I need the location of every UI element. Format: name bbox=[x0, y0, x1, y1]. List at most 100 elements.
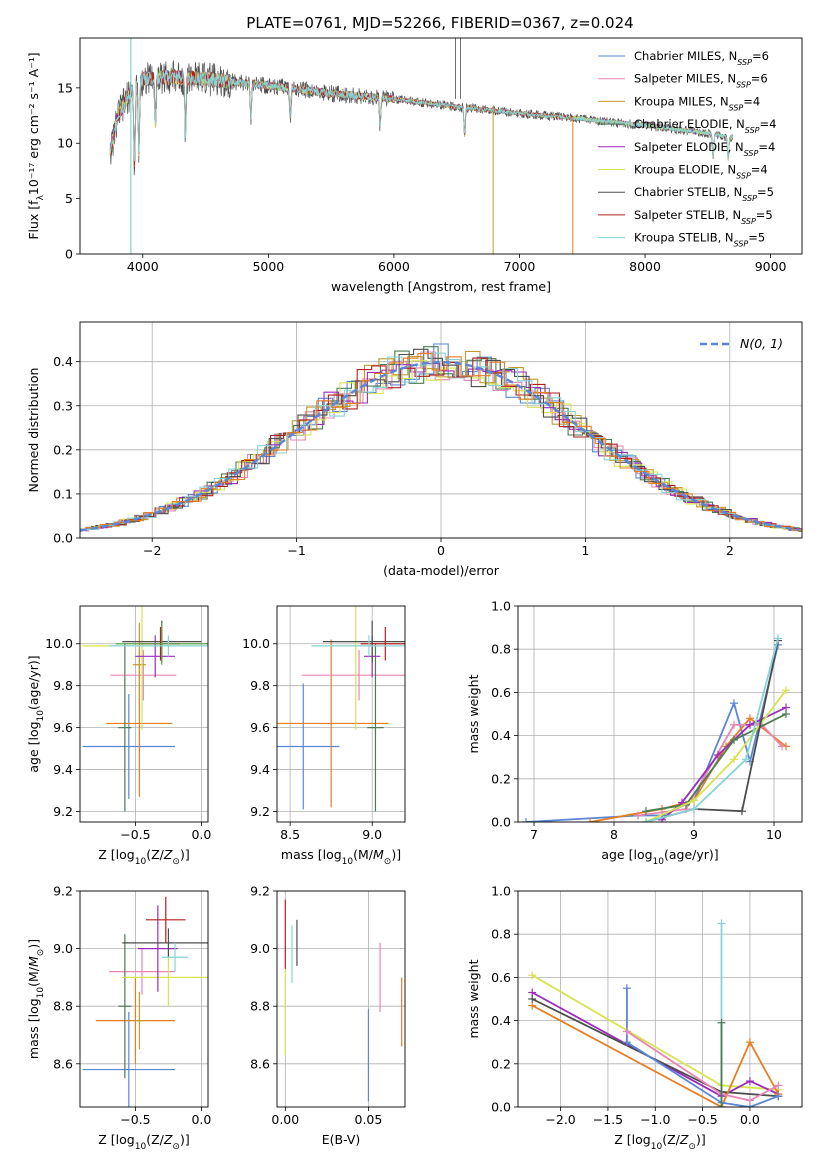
y-tick-label: 15 bbox=[57, 80, 73, 95]
x-axis-label: Z [log10(Z/Z⊙)] bbox=[98, 1132, 189, 1152]
y-tick-label: 9.4 bbox=[250, 762, 270, 777]
errorbar-salpeter-miles-2 bbox=[301, 650, 405, 701]
plot-area bbox=[284, 899, 403, 1102]
x-tick-label: −1.0 bbox=[640, 1112, 670, 1127]
label-part: 10 bbox=[653, 857, 665, 867]
panel-age-vs-Z: −0.5 0.09.29.49.69.810.0Z [log10(Z/Z⊙)]ag… bbox=[26, 605, 211, 867]
errorbar-salpeter-elodie-6 bbox=[138, 905, 178, 992]
weight-marker-salpeter-elodie-3 bbox=[746, 720, 754, 729]
y-tick-label: 0.4 bbox=[491, 1013, 511, 1028]
residuals-plot: −2 −1 0 1 2 0.0 0.1 0.2 0.3 0.4 (data-model)/error… bbox=[26, 321, 803, 578]
weight-marker-kroupa-elodie-2 bbox=[730, 755, 738, 764]
panel-age-vs-mass: 8.5 9.0 9.2 9.4 9.6 9.8 10.0 mass [log10(M/M⊙)] bbox=[242, 605, 406, 867]
errorbar-kroupa-miles-4 bbox=[132, 622, 146, 707]
y-axis-label: Normed distribution bbox=[26, 368, 41, 493]
errorbar-kroupa-elodie-5 bbox=[122, 948, 208, 1007]
weight-marker-chabrier-elodie-3 bbox=[782, 710, 790, 718]
y-tick-label: 9.2 bbox=[250, 804, 270, 819]
x-axis-label: age [log10(age/yr)] bbox=[601, 847, 718, 867]
x-tick-label: 9000 bbox=[755, 259, 787, 274]
y-tick-label: 1.0 bbox=[491, 884, 511, 899]
label-part: Z [ bbox=[98, 1132, 115, 1147]
label-part: log bbox=[323, 847, 342, 862]
label-part: log bbox=[116, 1132, 135, 1147]
label-part: (Z/ bbox=[662, 1132, 680, 1147]
legend-suffix: =6 bbox=[751, 72, 768, 86]
legend-suffix: =5 bbox=[748, 231, 765, 245]
legend-text: Chabrier MILES, N bbox=[634, 49, 737, 63]
histogram-salpeter-stelib bbox=[80, 357, 802, 531]
legend-label-kroupa-miles: Kroupa MILES, NSSP=4 bbox=[634, 94, 760, 112]
label-part: Flux [ bbox=[26, 205, 41, 240]
legend-sub: SSP bbox=[742, 194, 757, 203]
x-tick-label: 0.0 bbox=[740, 1112, 760, 1127]
label-part: λ bbox=[36, 194, 46, 200]
legend-label-salpeter-stelib: Salpeter STELIB, NSSP=5 bbox=[634, 208, 773, 226]
x-tick-label: 2 bbox=[726, 543, 734, 558]
errorbar-chabrier-elodie-3 bbox=[367, 643, 384, 812]
age-vs-Z-plot: −0.5 0.09.29.49.69.810.0Z [log10(Z/Z⊙)]ag… bbox=[26, 605, 211, 867]
weight-marker-salpeter-miles-0 bbox=[634, 811, 642, 820]
weight-marker-chabrier-elodie-0 bbox=[642, 807, 650, 816]
y-tick-label: 9.0 bbox=[250, 941, 270, 956]
x-tick-label: 8 bbox=[610, 827, 618, 842]
spectrum-line-kroupa-elodie bbox=[109, 69, 734, 168]
label-part: 10 bbox=[135, 1142, 147, 1152]
y-tick-label: 0.2 bbox=[491, 1056, 511, 1071]
label-part: (M/ bbox=[26, 966, 41, 987]
weight-marker-salpeter-miles-3 bbox=[774, 1081, 783, 1090]
label-part: (M/ bbox=[353, 847, 374, 862]
weight-marker-chabrier-elodie-1 bbox=[717, 1103, 726, 1107]
label-part: ⊙ bbox=[36, 949, 46, 957]
label-part: Z bbox=[163, 847, 173, 862]
x-tick-label: 0.00 bbox=[271, 1112, 299, 1127]
y-tick-label: 9.0 bbox=[53, 941, 73, 956]
legend-sub: SSP bbox=[736, 80, 751, 89]
plot-frame bbox=[79, 605, 209, 823]
plot-area bbox=[522, 634, 790, 822]
errorbar-chabrier-elodie-3 bbox=[118, 934, 132, 1079]
label-part: (age/yr)] bbox=[664, 847, 719, 862]
x-tick-label: 9.0 bbox=[362, 827, 382, 842]
weight-marker-kroupa-elodie-1 bbox=[690, 796, 698, 805]
legend-sub: SSP bbox=[736, 171, 751, 180]
legend-text: Salpeter MILES, N bbox=[634, 72, 736, 86]
label-part: (Z/ bbox=[146, 1132, 164, 1147]
normal-reference-curve bbox=[80, 360, 800, 532]
y-tick-label: 0.6 bbox=[491, 970, 511, 985]
errorbar-chabrier-stelib-6 bbox=[322, 620, 405, 663]
y-tick-label: 0.4 bbox=[53, 354, 73, 369]
legend-label-normal: N(0, 1) bbox=[740, 336, 783, 351]
y-tick-label: 10 bbox=[57, 136, 73, 151]
weight-line-orange bbox=[531, 1004, 780, 1107]
x-tick-label: 5000 bbox=[252, 259, 284, 274]
y-tick-label: 0.0 bbox=[491, 815, 511, 830]
weight-marker-salpeter-miles-0 bbox=[622, 1027, 631, 1036]
errorbar-salpeter-miles-2 bbox=[110, 650, 177, 701]
legend-sub: SSP bbox=[729, 103, 744, 112]
y-tick-label: 9.2 bbox=[53, 884, 73, 899]
label-part: mass weight bbox=[466, 959, 481, 1038]
legend-suffix: =6 bbox=[752, 49, 769, 63]
weight-marker-kroupa-elodie-3 bbox=[782, 686, 790, 695]
weight-marker-chabrier-elodie-2 bbox=[730, 735, 738, 744]
weight-marker-salpeter-elodie-2 bbox=[714, 751, 722, 760]
label-part: Z [ bbox=[98, 847, 115, 862]
legend-text: Kroupa STELIB, N bbox=[634, 231, 734, 245]
label-part: Z [ bbox=[614, 1132, 631, 1147]
label-part: )] bbox=[180, 847, 190, 862]
y-axis-label: mass [log10(M/M⊙)] bbox=[26, 939, 46, 1059]
weight-marker-kroupa-elodie-0 bbox=[528, 971, 537, 980]
plot-frame bbox=[517, 605, 803, 823]
plot-area bbox=[82, 896, 208, 1107]
weight-marker-kroupa-stelib-0 bbox=[717, 919, 726, 928]
panel-weight-vs-Z: −2.0 −1.5 −1.0 −0.5 0.0 0.0 0.2 0.4 0.6 0.8 1.0 Z [… bbox=[466, 884, 803, 1152]
x-axis-label: Z [log10(Z/Z⊙)] bbox=[614, 1132, 705, 1152]
weight-marker-chabrier-miles-4 bbox=[730, 699, 738, 708]
y-axis-label: Flux [fλ10⁻¹⁷ erg cm⁻² s⁻¹ A⁻¹] bbox=[26, 52, 46, 239]
legend-text: Salpeter ELODIE, N bbox=[634, 140, 744, 154]
label-part: age [ bbox=[26, 741, 41, 773]
y-tick-label: 0.2 bbox=[53, 442, 73, 457]
